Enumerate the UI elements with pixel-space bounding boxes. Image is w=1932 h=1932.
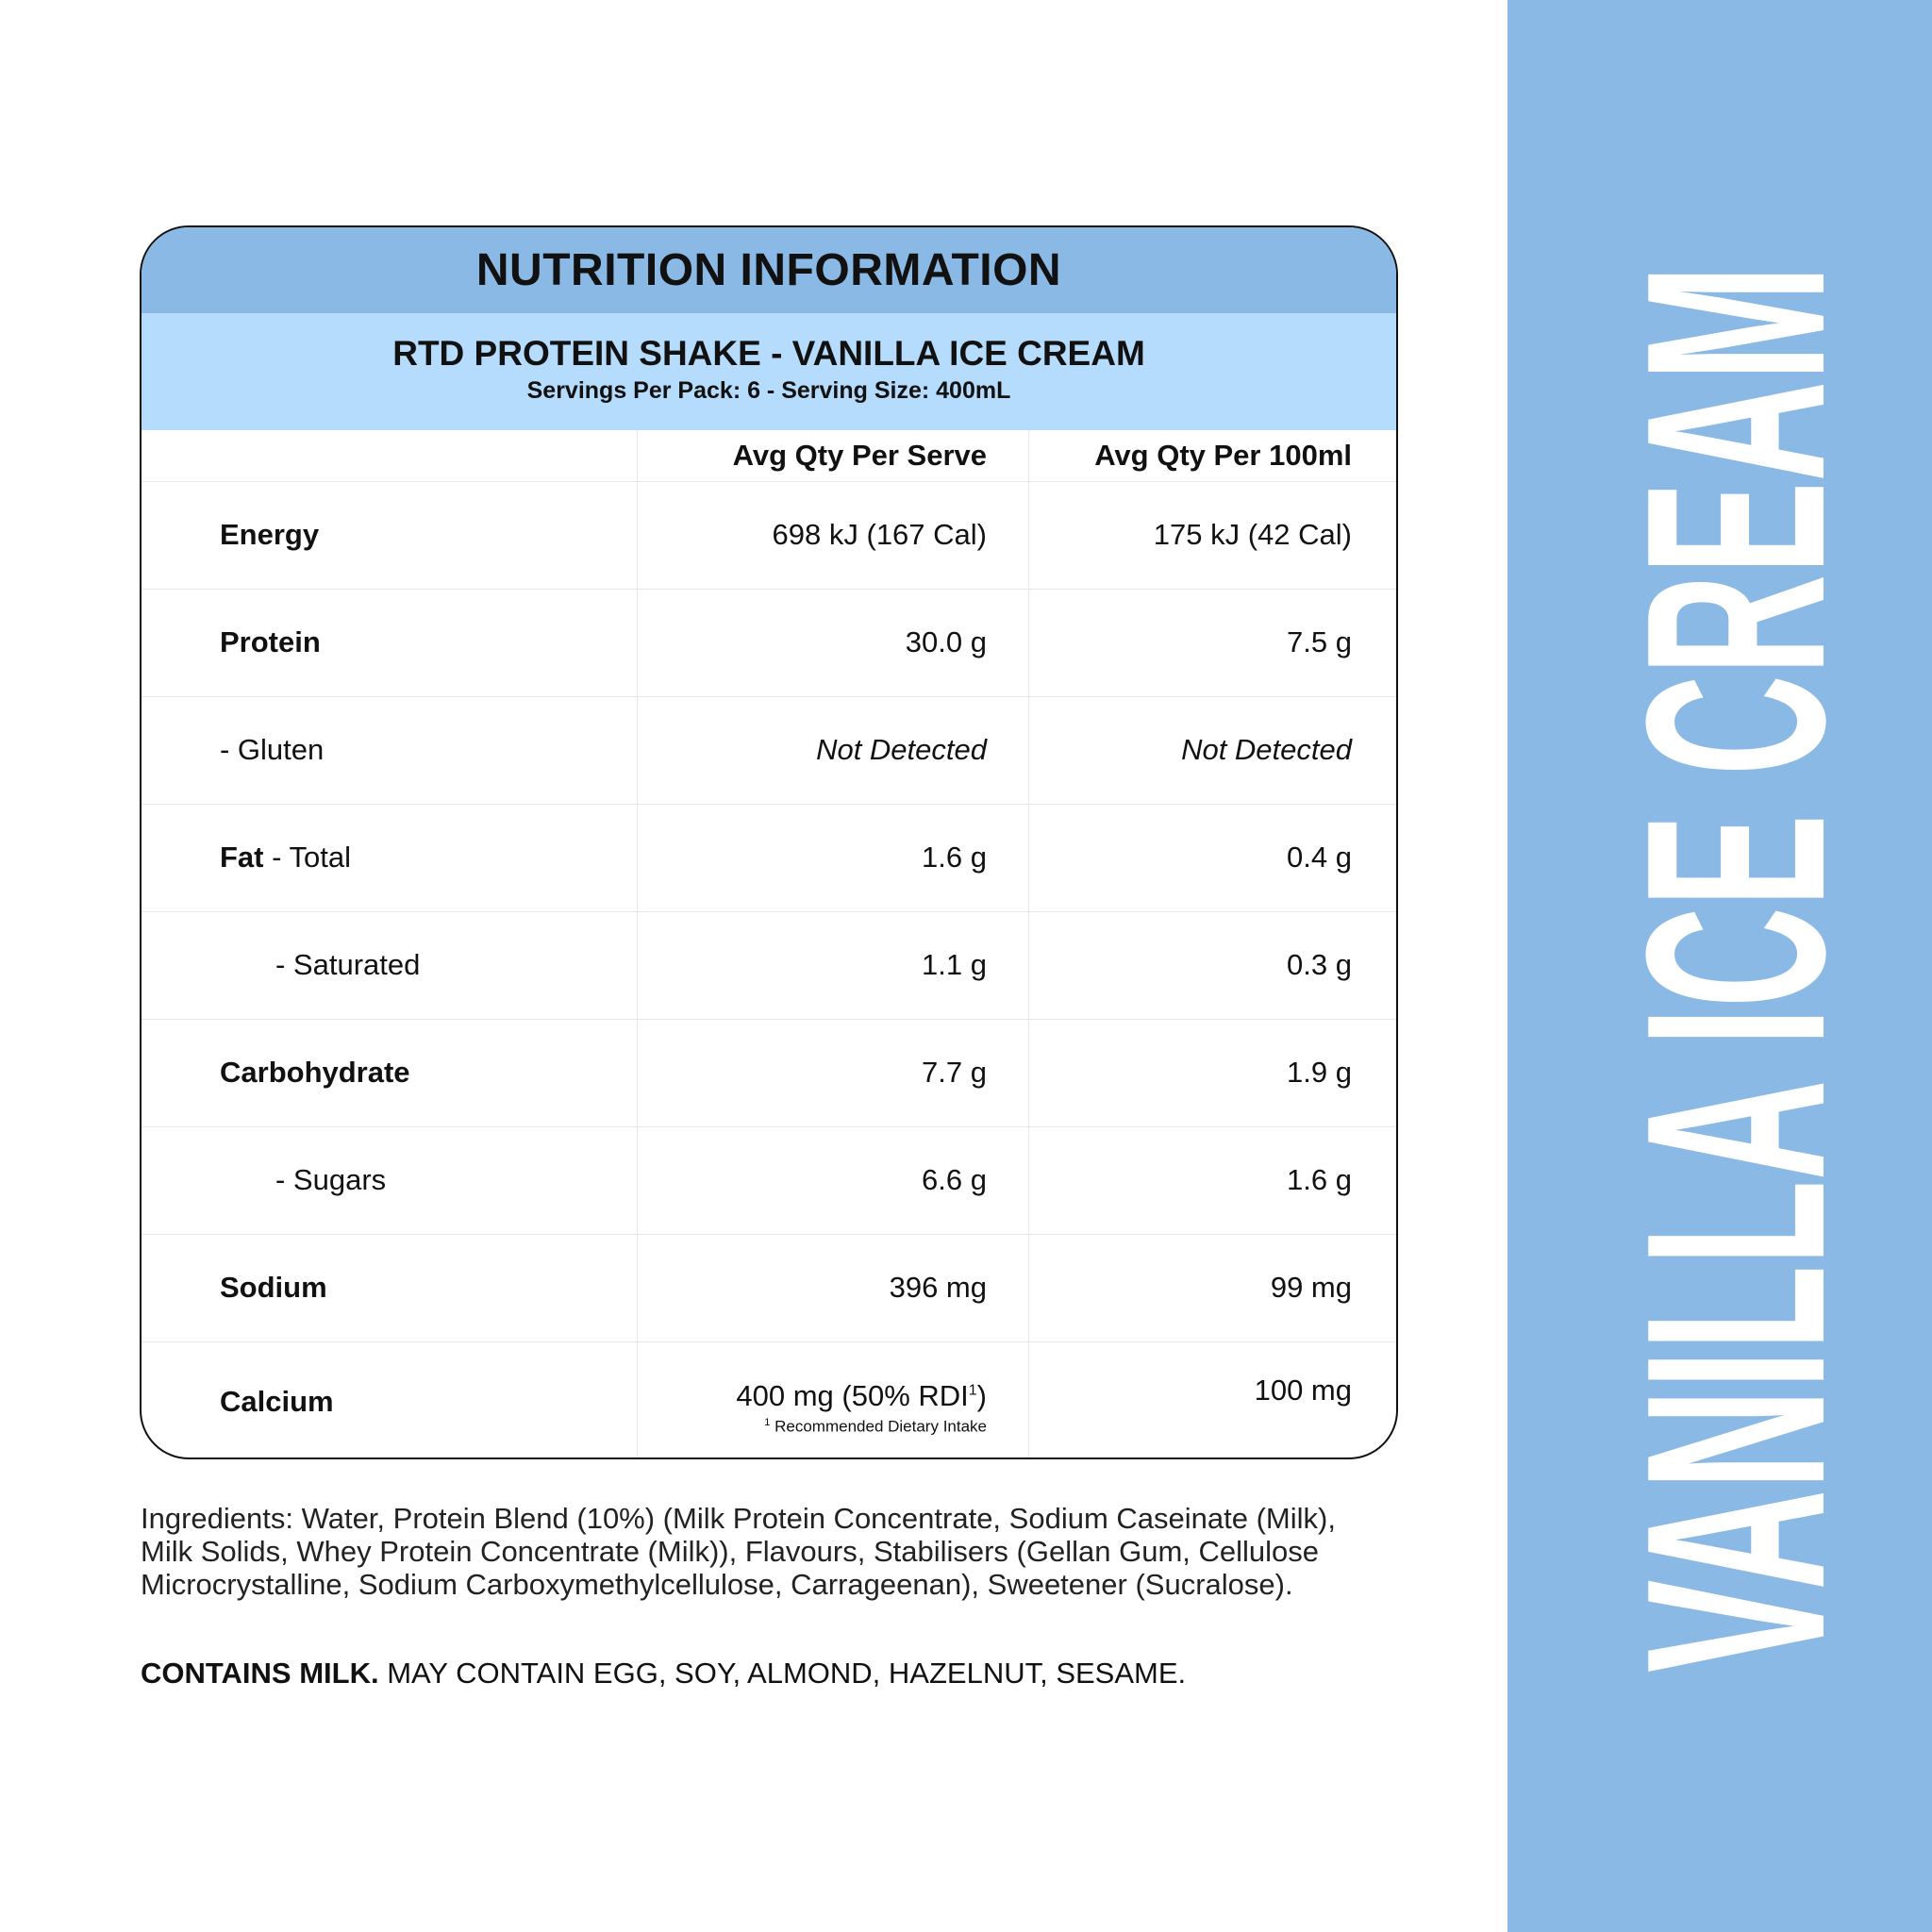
per-100ml-value: 175 kJ (42 Cal) bbox=[1028, 481, 1396, 589]
allergen-contains: CONTAINS MILK. bbox=[141, 1657, 379, 1690]
per-serve-close: ) bbox=[976, 1378, 987, 1412]
table-row-gluten: - Gluten Not Detected Not Detected bbox=[142, 696, 1396, 805]
panel-title-band: NUTRITION INFORMATION bbox=[142, 227, 1396, 313]
row-label: - Gluten bbox=[220, 733, 325, 766]
per-100ml-value: Not Detected bbox=[1028, 696, 1396, 804]
row-label: Fat - Total bbox=[142, 804, 637, 911]
per-serve-value: 396 mg bbox=[637, 1234, 1028, 1341]
row-label: - Saturated bbox=[275, 948, 421, 981]
per-serve-value: 30.0 g bbox=[637, 589, 1028, 696]
nutrition-panel: NUTRITION INFORMATION RTD PROTEIN SHAKE … bbox=[140, 225, 1398, 1459]
column-header-per-100ml: Avg Qty Per 100ml bbox=[1028, 430, 1396, 481]
per-100ml-value: 100 mg bbox=[1028, 1341, 1396, 1457]
footnote-ref: 1 bbox=[968, 1382, 977, 1399]
row-label: Calcium bbox=[220, 1385, 334, 1418]
table-row-fat-total: Fat - Total 1.6 g 0.4 g bbox=[142, 804, 1396, 912]
table-row-saturated: - Saturated 1.1 g 0.3 g bbox=[142, 911, 1396, 1020]
per-serve-value: 7.7 g bbox=[637, 1019, 1028, 1126]
per-100ml-value: 0.3 g bbox=[1028, 911, 1396, 1019]
per-100ml-value: 1.9 g bbox=[1028, 1019, 1396, 1126]
per-serve-value: 698 kJ (167 Cal) bbox=[637, 481, 1028, 589]
row-label-suffix: - Total bbox=[263, 841, 351, 874]
per-serve-value: 1.1 g bbox=[637, 911, 1028, 1019]
product-band: RTD PROTEIN SHAKE - VANILLA ICE CREAM Se… bbox=[142, 313, 1396, 430]
column-header-nutrient bbox=[142, 430, 637, 481]
side-flavour-label-svg: VANILLA ICE CREAM bbox=[1594, 265, 1878, 1673]
servings-info: Servings Per Pack: 6 - Serving Size: 400… bbox=[526, 377, 1011, 404]
table-row-sodium: Sodium 396 mg 99 mg bbox=[142, 1234, 1396, 1342]
column-header-row: Avg Qty Per Serve Avg Qty Per 100ml bbox=[142, 430, 1396, 482]
per-serve-value: 6.6 g bbox=[637, 1126, 1028, 1234]
per-100ml-value: 99 mg bbox=[1028, 1234, 1396, 1341]
footnote-mark: 1 bbox=[764, 1416, 771, 1428]
per-100ml-value: 1.6 g bbox=[1028, 1126, 1396, 1234]
table-row-energy: Energy 698 kJ (167 Cal) 175 kJ (42 Cal) bbox=[142, 481, 1396, 590]
footnote: 1 Recommended Dietary Intake bbox=[764, 1417, 987, 1437]
per-serve-value: 1.6 g bbox=[637, 804, 1028, 911]
panel-title: NUTRITION INFORMATION bbox=[475, 245, 1062, 295]
row-label: Carbohydrate bbox=[220, 1056, 410, 1089]
side-flavour-label: VANILLA ICE CREAM bbox=[1594, 265, 1878, 1673]
allergen-may-contain: MAY CONTAIN EGG, SOY, ALMOND, HAZELNUT, … bbox=[378, 1657, 1187, 1690]
allergen-statement: CONTAINS MILK. MAY CONTAIN EGG, SOY, ALM… bbox=[141, 1657, 1186, 1690]
table-row-protein: Protein 30.0 g 7.5 g bbox=[142, 589, 1396, 697]
per-serve-amount: 400 mg (50% RDI bbox=[736, 1378, 969, 1412]
side-flavour-band: VANILLA ICE CREAM bbox=[1507, 0, 1932, 1932]
ingredients-text: Ingredients: Water, Protein Blend (10%) … bbox=[141, 1502, 1336, 1601]
product-name: RTD PROTEIN SHAKE - VANILLA ICE CREAM bbox=[392, 334, 1145, 373]
column-header-per-serve: Avg Qty Per Serve bbox=[637, 430, 1028, 481]
row-label: Energy bbox=[220, 518, 320, 551]
row-label: - Sugars bbox=[275, 1163, 387, 1196]
per-serve-value: Not Detected bbox=[637, 696, 1028, 804]
table-row-carbohydrate: Carbohydrate 7.7 g 1.9 g bbox=[142, 1019, 1396, 1127]
row-label: Sodium bbox=[220, 1271, 327, 1304]
table-row-sugars: - Sugars 6.6 g 1.6 g bbox=[142, 1126, 1396, 1235]
table-row-calcium: Calcium 400 mg (50% RDI1) 1 Recommended … bbox=[142, 1341, 1396, 1457]
row-label: Protein bbox=[220, 625, 321, 658]
per-serve-value: 400 mg (50% RDI1) 1 Recommended Dietary … bbox=[637, 1341, 1028, 1457]
footnote-text: Recommended Dietary Intake bbox=[770, 1417, 987, 1436]
per-100ml-value: 7.5 g bbox=[1028, 589, 1396, 696]
row-label-bold: Fat bbox=[220, 841, 264, 874]
per-100ml-value: 0.4 g bbox=[1028, 804, 1396, 911]
